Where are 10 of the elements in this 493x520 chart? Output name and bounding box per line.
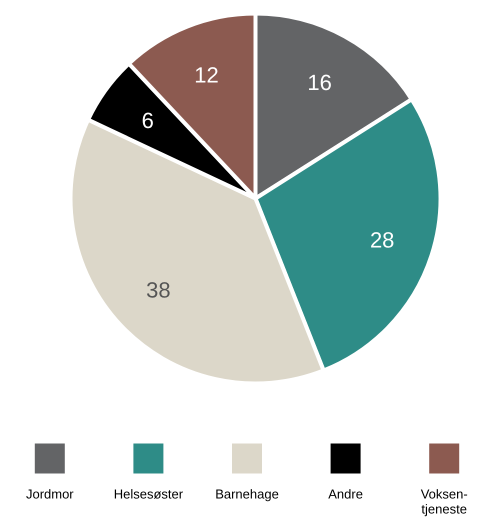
data-label: 38	[146, 278, 171, 303]
data-label: 6	[142, 108, 154, 134]
legend-label: Barnehage	[215, 486, 279, 502]
legend-label: Jordmor	[26, 486, 74, 502]
data-label: 12	[194, 62, 219, 88]
data-label: 16	[307, 70, 332, 95]
data-label: 28	[370, 228, 394, 253]
legend-label: Andre	[328, 486, 363, 502]
legend-label: Voksen- tjeneste	[420, 486, 468, 516]
legend-label: Helsesøster	[114, 486, 184, 502]
